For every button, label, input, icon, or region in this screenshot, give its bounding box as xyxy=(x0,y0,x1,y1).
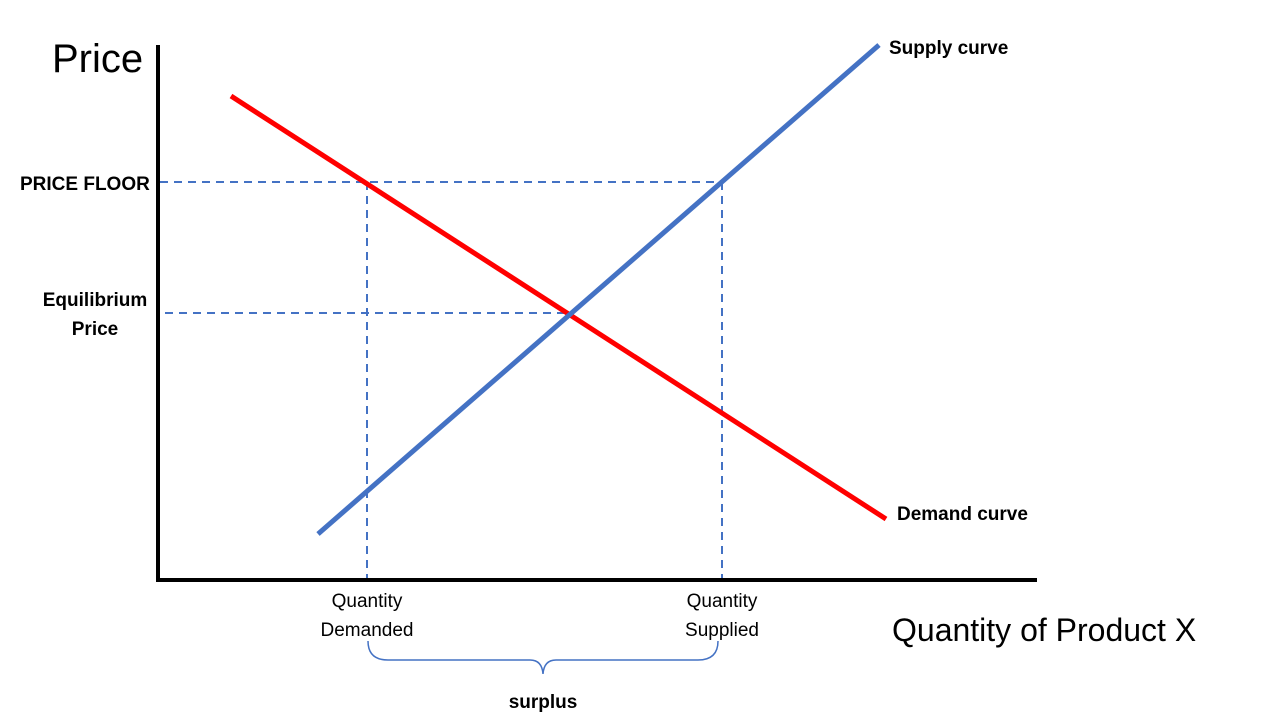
supply-curve-label: Supply curve xyxy=(889,38,1008,59)
x-axis-title: Quantity of Product X xyxy=(892,612,1196,648)
price-floor-label: PRICE FLOOR xyxy=(20,174,150,195)
surplus-label: surplus xyxy=(509,692,578,713)
demand-curve xyxy=(229,93,888,522)
y-axis-title: Price xyxy=(52,37,143,81)
equilibrium-price-label-line2: Price xyxy=(72,319,118,340)
surplus-brace xyxy=(367,640,719,675)
quantity-demanded-label-line2: Demanded xyxy=(321,620,414,641)
supply-curve xyxy=(316,43,881,536)
quantity-demanded-label-line1: Quantity xyxy=(332,591,403,612)
quantity-supplied-label-line1: Quantity xyxy=(687,591,758,612)
quantity-supplied-label-line2: Supplied xyxy=(685,620,759,641)
equilibrium-price-label-line1: Equilibrium xyxy=(43,290,148,311)
demand-curve-label: Demand curve xyxy=(897,504,1028,525)
